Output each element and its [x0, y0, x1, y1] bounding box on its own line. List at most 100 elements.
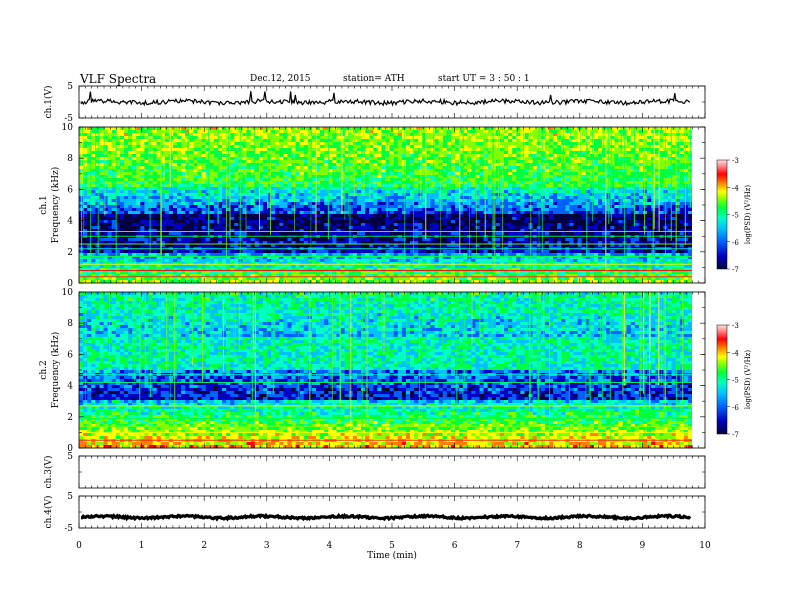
spec-cell	[655, 127, 660, 131]
spec-cell	[414, 166, 419, 170]
spec-cell	[426, 172, 431, 176]
spec-cell	[197, 163, 202, 167]
spec-cell	[156, 193, 162, 197]
spec-cell	[454, 217, 460, 221]
spec-cell	[266, 142, 272, 146]
spec-cell	[164, 217, 170, 221]
spec-cell	[410, 217, 415, 221]
spec-cell	[540, 196, 546, 200]
spec-cell	[340, 208, 346, 212]
spec-cell	[422, 190, 427, 194]
spec-cell	[581, 211, 587, 215]
spec-cell	[213, 208, 219, 212]
spec-cell	[230, 154, 235, 158]
spec-cell	[115, 226, 121, 230]
spec-cell	[508, 175, 513, 179]
spec-cell	[593, 211, 599, 215]
spec-cell	[172, 226, 178, 230]
spec-cell	[557, 211, 562, 215]
spec-cell	[434, 184, 440, 188]
spec-cell	[634, 157, 640, 161]
spec-cell	[508, 214, 513, 218]
spec-cell	[683, 157, 689, 161]
spec-cell	[638, 208, 644, 212]
spec-cell	[434, 169, 440, 173]
spec-cell	[193, 202, 198, 206]
spec-cell	[95, 199, 100, 203]
spec-cell	[299, 136, 305, 140]
spec-cell	[638, 184, 644, 188]
spec-cell	[630, 160, 636, 164]
spec-cell	[504, 127, 509, 131]
spec-cell	[667, 136, 672, 140]
spec-cell	[626, 199, 632, 203]
spec-cell	[311, 160, 317, 164]
spec-cell	[242, 166, 247, 170]
spec-cell	[581, 223, 587, 227]
spec-cell	[201, 133, 207, 137]
spec-cell	[234, 187, 239, 191]
spec-cell	[418, 136, 423, 140]
spec-cell	[679, 208, 685, 212]
spec-cell	[348, 181, 354, 185]
spec-cell	[442, 205, 448, 209]
spec-cell	[295, 151, 301, 155]
spec-cell	[95, 181, 100, 185]
spec-cell	[328, 196, 333, 200]
spec-cell	[311, 169, 317, 173]
spec-cell	[332, 139, 337, 143]
spec-cell	[254, 184, 260, 188]
spec-cell	[295, 142, 301, 146]
spec-cell	[111, 205, 117, 209]
spec-cell	[381, 175, 386, 179]
spec-cell	[340, 190, 346, 194]
spec-cell	[434, 202, 440, 206]
spec-cell	[642, 193, 648, 197]
spec-cell	[332, 133, 337, 137]
spec-cell	[565, 178, 570, 182]
spec-cell	[487, 163, 493, 167]
spec-cell	[344, 160, 350, 164]
spec-cell	[95, 130, 100, 134]
spec-cell	[577, 214, 583, 218]
spec-cell	[647, 199, 652, 203]
spec-cell	[328, 175, 333, 179]
spec-cell	[119, 142, 125, 146]
spec-cell	[475, 220, 480, 224]
spec-cell	[585, 208, 591, 212]
spec-cell	[140, 148, 145, 152]
spec-cell	[193, 208, 198, 212]
spec-cell	[618, 217, 623, 221]
spec-cell	[356, 208, 362, 212]
spec-cell	[352, 166, 358, 170]
spec-cell	[471, 187, 476, 191]
spec-cell	[418, 208, 423, 212]
spec-cell	[254, 151, 260, 155]
spec-cell	[393, 172, 399, 176]
spec-cell	[679, 142, 685, 146]
spec-cell	[479, 130, 484, 134]
spec-cell	[234, 139, 239, 143]
spec-cell	[234, 151, 239, 155]
spec-cell	[201, 199, 207, 203]
spec-cell	[181, 223, 186, 227]
spec-cell	[99, 220, 104, 224]
spec-cell	[152, 208, 158, 212]
spec-cell	[283, 172, 288, 176]
spec-cell	[598, 169, 603, 173]
spec-cell	[148, 163, 153, 167]
spec-cell	[352, 139, 358, 143]
spec-cell	[328, 145, 333, 149]
spec-cell	[504, 151, 509, 155]
spec-cell	[275, 172, 280, 176]
spec-cell	[222, 220, 227, 224]
spec-cell	[516, 136, 521, 140]
spec-cell	[132, 190, 137, 194]
spec-cell	[508, 202, 513, 206]
spec-cell	[119, 166, 125, 170]
spec-cell	[585, 169, 591, 173]
spec-cell	[463, 163, 468, 167]
spec-cell	[271, 136, 276, 140]
spec-cell	[95, 193, 100, 197]
spec-cell	[565, 133, 570, 137]
